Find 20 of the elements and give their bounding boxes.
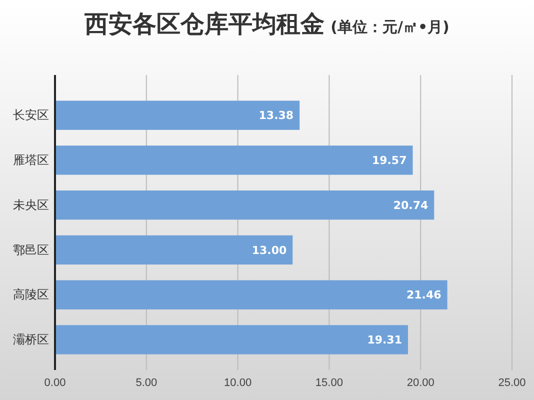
x-tick-label: 20.00 — [406, 376, 434, 389]
y-tick-label: 长安区 — [13, 108, 49, 122]
data-label: 20.74 — [393, 198, 428, 212]
y-tick-label: 灞桥区 — [13, 332, 49, 347]
data-label: 13.38 — [258, 109, 294, 122]
data-label: 21.46 — [406, 288, 442, 302]
x-tick-label: 25.00 — [498, 376, 526, 389]
y-tick-label: 雁塔区 — [13, 153, 49, 168]
x-tick-label: 15.00 — [315, 376, 343, 389]
x-tick-label: 5.00 — [136, 376, 158, 389]
x-tick-label: 0.00 — [44, 376, 66, 389]
data-label: 19.57 — [372, 154, 407, 168]
y-tick-label: 未央区 — [13, 198, 49, 212]
chart-title: 西安各区仓库平均租金 — [84, 10, 325, 38]
data-label: 19.31 — [367, 334, 402, 347]
data-label: 13.00 — [252, 244, 287, 257]
x-tick-label: 10.00 — [224, 376, 252, 389]
y-tick-label: 高陵区 — [13, 288, 49, 302]
y-tick-label: 鄠邑区 — [13, 242, 49, 257]
chart-subtitle: (单位：元/㎡•月) — [330, 18, 450, 36]
